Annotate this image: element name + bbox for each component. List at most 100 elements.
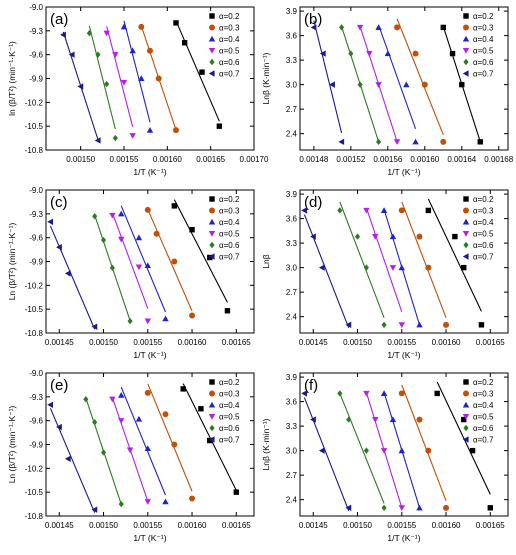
- x-axis-label: 1/T (K⁻¹): [387, 167, 420, 177]
- data-point: [346, 416, 352, 423]
- data-point: [207, 437, 213, 444]
- data-point: [318, 447, 325, 454]
- x-tick-label: 0.00155: [133, 521, 162, 530]
- data-point: [144, 262, 151, 269]
- x-tick-label: 0.00150: [343, 338, 372, 347]
- x-tick-label: 0.00150: [66, 155, 95, 164]
- legend-label: α=0.2: [219, 12, 240, 21]
- data-point: [393, 139, 401, 146]
- x-tick-label: 0.00160: [432, 338, 461, 347]
- y-tick-label: 2.7: [286, 471, 298, 480]
- legend-marker: [208, 47, 216, 54]
- panel-label: (a): [50, 11, 68, 28]
- legend-label: α=0.4: [219, 401, 240, 410]
- data-point: [381, 321, 387, 329]
- y-tick-label: 2.4: [286, 130, 298, 139]
- data-point: [207, 254, 213, 261]
- data-point: [94, 137, 101, 144]
- data-point: [348, 50, 354, 57]
- data-point: [135, 264, 143, 271]
- legend-marker: [208, 35, 216, 42]
- data-point: [162, 411, 169, 418]
- legend-marker: [463, 379, 469, 385]
- data-point: [421, 81, 428, 88]
- data-point: [144, 445, 151, 452]
- y-tick-label: -10.2: [25, 98, 44, 107]
- data-point: [443, 504, 450, 511]
- legend-marker: [209, 241, 215, 249]
- data-point: [412, 138, 419, 145]
- data-point: [162, 498, 169, 505]
- legend-label: α=0.2: [219, 195, 240, 204]
- data-point: [403, 81, 410, 88]
- data-point: [77, 83, 84, 90]
- data-point: [120, 23, 128, 30]
- legend-marker: [209, 196, 215, 202]
- data-point: [398, 207, 405, 214]
- data-point: [138, 23, 145, 30]
- data-point: [118, 500, 124, 508]
- y-tick-label: 3.3: [286, 239, 298, 248]
- chart-panel-a: 0.00150 0.00155 0.00160 0.00165 0.00170 -9.0 -…: [7, 3, 269, 177]
- x-tick-label: 0.00145: [45, 338, 74, 347]
- data-point: [310, 24, 317, 31]
- panel-label: (b): [304, 11, 322, 28]
- legend-label: α=0.4: [473, 35, 494, 44]
- legend-marker: [208, 413, 216, 420]
- fit-line-alpha-0.3: [401, 201, 447, 319]
- data-point: [181, 40, 188, 46]
- data-point: [91, 506, 98, 513]
- y-tick-label: -9.3: [29, 210, 43, 219]
- x-tick-label: 0.00170: [240, 155, 269, 164]
- fit-line-alpha-0.2: [436, 381, 491, 495]
- y-axis-label: Ln (β/T²) (min⁻¹·K⁻¹): [7, 223, 17, 301]
- legend-label: α=0.6: [473, 58, 494, 67]
- data-point: [425, 447, 432, 454]
- fit-line-alpha-0.7: [49, 225, 96, 330]
- legend-label: α=0.3: [473, 207, 494, 216]
- x-tick-label: 0.00165: [222, 521, 251, 530]
- fit-line-alpha-0.5: [106, 26, 134, 127]
- data-point: [109, 212, 116, 219]
- data-point: [138, 75, 145, 82]
- data-point: [216, 123, 223, 129]
- data-point: [83, 396, 89, 403]
- legend-label: α=0.7: [473, 70, 494, 79]
- panel-label: (d): [304, 194, 322, 211]
- panel-label: (e): [50, 377, 68, 394]
- legend-label: α=0.6: [219, 241, 240, 250]
- x-tick-label: 0.00160: [178, 338, 207, 347]
- data-point: [416, 321, 423, 328]
- data-point: [118, 236, 125, 243]
- data-point: [144, 499, 151, 505]
- x-tick-label: 0.00160: [178, 521, 207, 530]
- data-point: [100, 236, 107, 244]
- legend-label: α=0.5: [473, 230, 494, 239]
- legend-marker: [208, 230, 216, 237]
- y-tick-label: -9.6: [29, 234, 43, 243]
- x-axis-label: 1/T (K⁻¹): [133, 167, 166, 177]
- fit-line-alpha-0.5: [365, 207, 403, 313]
- legend-label: α=0.6: [219, 58, 240, 67]
- fit-line-alpha-0.3: [396, 18, 444, 136]
- y-tick-label: -9.3: [29, 27, 43, 36]
- legend-label: α=0.7: [473, 436, 494, 445]
- data-point: [199, 69, 205, 75]
- data-point: [477, 139, 483, 145]
- legend-marker: [463, 24, 469, 31]
- data-point: [129, 47, 136, 54]
- x-tick-label: 0.00145: [45, 521, 74, 530]
- data-point: [380, 207, 388, 213]
- data-point: [425, 207, 432, 214]
- y-tick-label: 3.0: [286, 447, 298, 456]
- data-point: [389, 265, 397, 271]
- legend-marker: [462, 253, 469, 260]
- y-tick-label: 3.6: [286, 215, 298, 224]
- y-axis-label: Lnβ: [261, 254, 271, 268]
- data-point: [233, 489, 239, 495]
- x-tick-label: 0.00150: [89, 338, 118, 347]
- data-point: [155, 75, 162, 82]
- data-point: [376, 138, 382, 146]
- legend-marker: [209, 207, 215, 214]
- legend-marker: [209, 58, 215, 66]
